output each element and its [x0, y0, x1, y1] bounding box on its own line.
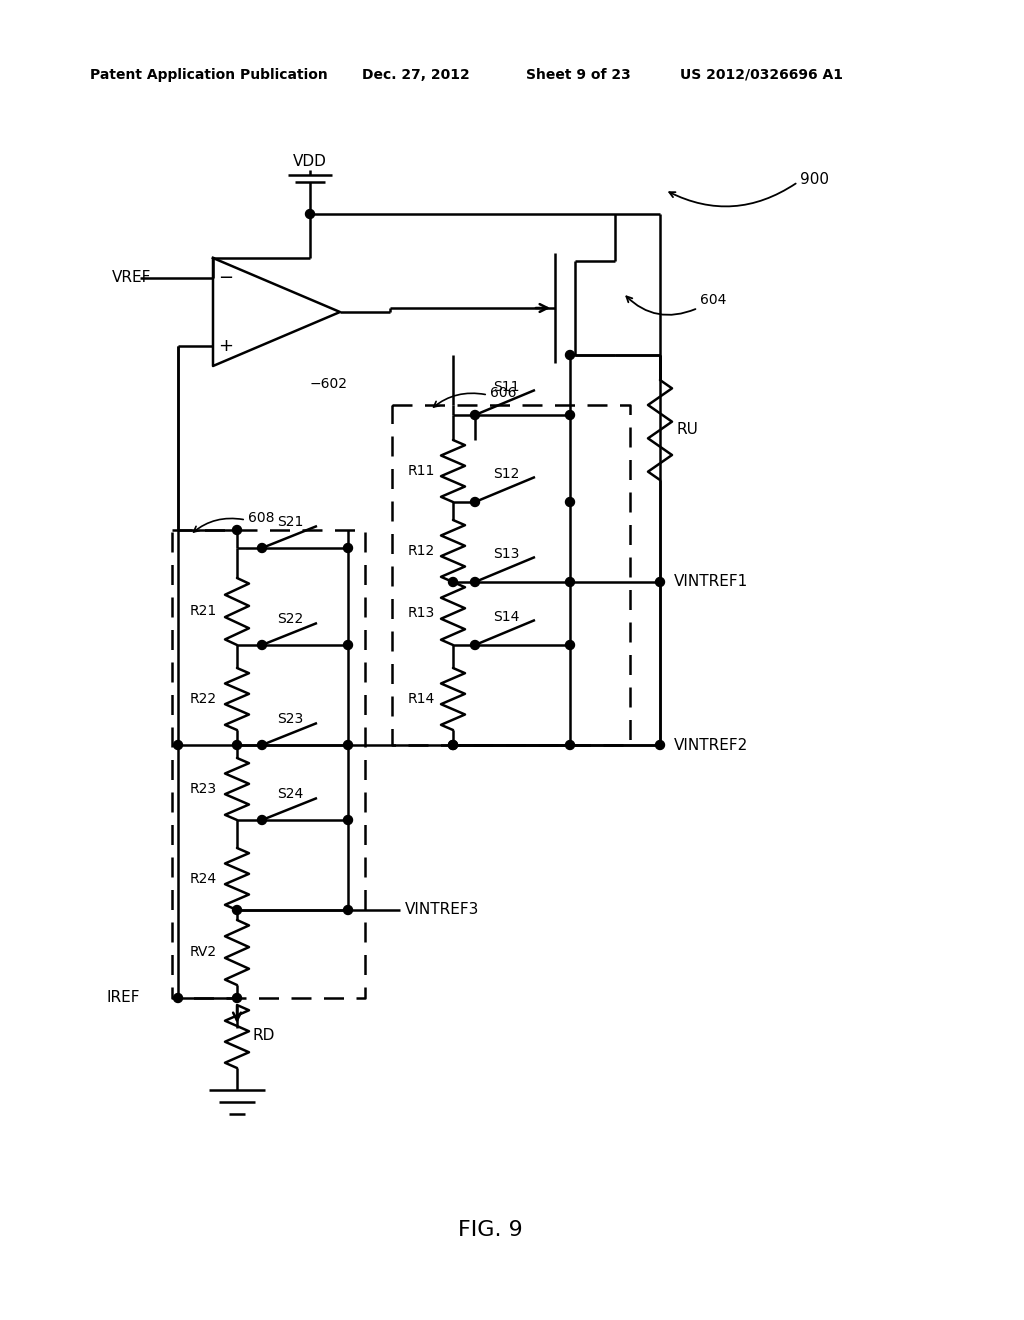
- Text: R12: R12: [408, 544, 435, 558]
- Text: S12: S12: [493, 467, 519, 480]
- Circle shape: [343, 544, 352, 553]
- Circle shape: [305, 210, 314, 219]
- Text: S23: S23: [278, 711, 303, 726]
- Text: R14: R14: [408, 692, 435, 706]
- Text: −: −: [218, 269, 233, 286]
- Text: VREF: VREF: [112, 271, 152, 285]
- Text: VDD: VDD: [293, 153, 327, 169]
- Text: S14: S14: [493, 610, 519, 624]
- Circle shape: [470, 578, 479, 586]
- Circle shape: [232, 994, 242, 1002]
- Circle shape: [343, 816, 352, 825]
- Text: R24: R24: [189, 873, 217, 886]
- Text: VINTREF2: VINTREF2: [674, 738, 749, 752]
- Circle shape: [565, 640, 574, 649]
- Circle shape: [655, 741, 665, 750]
- Circle shape: [257, 544, 266, 553]
- Text: RU: RU: [676, 422, 698, 437]
- Circle shape: [343, 906, 352, 915]
- Text: 604: 604: [700, 293, 726, 308]
- Text: R23: R23: [189, 781, 217, 796]
- Text: VINTREF3: VINTREF3: [406, 903, 479, 917]
- Text: R21: R21: [189, 605, 217, 618]
- Circle shape: [232, 525, 242, 535]
- Circle shape: [173, 994, 182, 1002]
- Circle shape: [565, 498, 574, 507]
- Circle shape: [257, 816, 266, 825]
- Text: IREF: IREF: [106, 990, 140, 1006]
- Text: RD: RD: [253, 1028, 275, 1044]
- Circle shape: [449, 741, 458, 750]
- Text: S21: S21: [278, 515, 303, 529]
- Circle shape: [257, 640, 266, 649]
- Text: S24: S24: [278, 787, 303, 801]
- Circle shape: [232, 741, 242, 750]
- Circle shape: [470, 640, 479, 649]
- Circle shape: [449, 578, 458, 586]
- Circle shape: [565, 741, 574, 750]
- Circle shape: [343, 640, 352, 649]
- Circle shape: [449, 741, 458, 750]
- Circle shape: [470, 411, 479, 420]
- Text: −602: −602: [310, 378, 348, 391]
- Text: Patent Application Publication: Patent Application Publication: [90, 69, 328, 82]
- Text: +: +: [218, 337, 233, 355]
- Text: S13: S13: [493, 546, 519, 561]
- Text: US 2012/0326696 A1: US 2012/0326696 A1: [680, 69, 843, 82]
- Circle shape: [257, 741, 266, 750]
- Circle shape: [173, 741, 182, 750]
- Circle shape: [232, 906, 242, 915]
- Circle shape: [343, 741, 352, 750]
- Text: RV2: RV2: [189, 945, 217, 960]
- Text: R13: R13: [408, 606, 435, 620]
- Circle shape: [565, 578, 574, 586]
- Text: R22: R22: [189, 692, 217, 706]
- Text: Dec. 27, 2012: Dec. 27, 2012: [362, 69, 470, 82]
- Circle shape: [655, 578, 665, 586]
- Text: VINTREF1: VINTREF1: [674, 574, 749, 590]
- Text: S11: S11: [493, 380, 519, 393]
- Circle shape: [565, 411, 574, 420]
- Text: S22: S22: [278, 612, 303, 626]
- Text: Sheet 9 of 23: Sheet 9 of 23: [526, 69, 631, 82]
- Text: R11: R11: [408, 465, 435, 478]
- Circle shape: [565, 351, 574, 359]
- Text: 900: 900: [800, 173, 829, 187]
- Text: FIG. 9: FIG. 9: [458, 1220, 522, 1239]
- Text: 608: 608: [248, 511, 274, 525]
- Text: 606: 606: [490, 385, 516, 400]
- Circle shape: [470, 498, 479, 507]
